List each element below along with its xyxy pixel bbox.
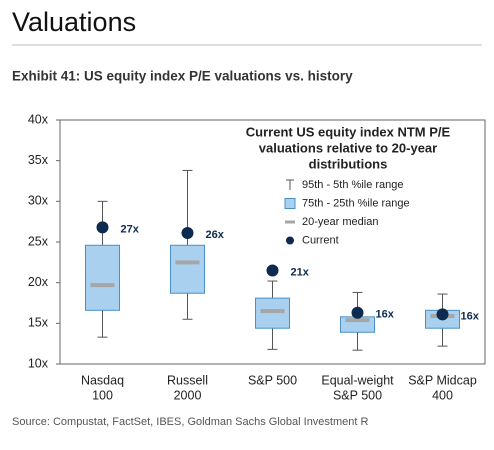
- x-tick-label: 400: [432, 388, 453, 402]
- value-label: 26x: [206, 229, 225, 241]
- legend-swatch: [284, 198, 296, 209]
- legend-swatch: [286, 236, 294, 245]
- legend-label: 20-year median: [302, 216, 378, 228]
- y-tick-label: 25x: [28, 234, 49, 248]
- current-dot: [351, 306, 364, 319]
- x-tick-label: 2000: [174, 388, 202, 402]
- y-tick-label: 30x: [28, 194, 49, 208]
- legend-label: 75th - 25th %ile range: [302, 197, 410, 209]
- y-tick-label: 40x: [28, 112, 49, 126]
- legend-title: valuations relative to 20-year: [259, 140, 437, 155]
- y-tick-label: 20x: [28, 275, 49, 289]
- source: Source: Compustat, FactSet, IBES, Goldma…: [12, 416, 368, 428]
- legend-title: distributions: [309, 156, 388, 171]
- y-tick-label: 15x: [28, 316, 49, 330]
- current-dot: [266, 264, 279, 277]
- box: [85, 244, 120, 311]
- x-tick-label: S&P Midcap: [408, 373, 477, 387]
- legend-title: Current US equity index NTM P/E: [246, 124, 451, 139]
- x-tick-label: 100: [92, 388, 113, 402]
- legend-label: Current: [302, 234, 339, 246]
- value-label: 16x: [376, 309, 395, 321]
- chart-title: Exhibit 41: US equity index P/E valuatio…: [12, 69, 353, 84]
- current-dot: [436, 308, 449, 321]
- x-tick-label: S&P 500: [333, 388, 382, 402]
- x-tick-label: Nasdaq: [81, 373, 124, 387]
- box: [170, 244, 205, 294]
- box: [255, 297, 290, 329]
- x-tick-label: Russell: [167, 373, 208, 387]
- x-tick-label: S&P 500: [248, 373, 297, 387]
- current-dot: [181, 227, 194, 240]
- value-label: 27x: [121, 223, 140, 235]
- value-label: 21x: [291, 266, 310, 278]
- value-label: 16x: [461, 310, 480, 322]
- y-tick-label: 35x: [28, 153, 49, 167]
- x-tick-label: Equal-weight: [321, 373, 394, 387]
- legend-label: 95th - 5th %ile range: [302, 179, 404, 191]
- page-title: Valuations: [12, 7, 136, 37]
- y-tick-label: 10x: [28, 356, 49, 370]
- current-dot: [96, 221, 109, 234]
